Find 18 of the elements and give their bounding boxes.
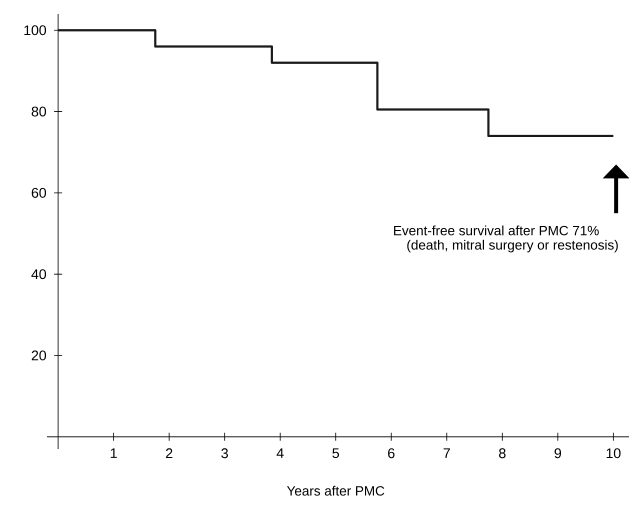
x-tick-label: 7 — [444, 448, 450, 458]
x-axis-title: Years after PMC — [286, 486, 384, 496]
x-tick-label: 6 — [388, 448, 395, 458]
x-tick-label: 2 — [166, 448, 172, 458]
x-tick-label: 10 — [606, 448, 621, 458]
x-tick-label: 4 — [276, 448, 284, 458]
annotation: Event-free survival after PMC 71% — [394, 225, 599, 236]
annotation: (death, mitral surgery or restenosis) — [407, 240, 618, 252]
x-tick-label: 5 — [332, 448, 340, 458]
y-tick-label: 20 — [32, 350, 46, 360]
x-tick-label: 1 — [110, 448, 117, 458]
x-tick-label: 9 — [554, 448, 562, 458]
x-tick-label: 8 — [499, 448, 506, 458]
y-tick-label: 80 — [32, 106, 46, 117]
y-tick-label: 100 — [24, 25, 46, 36]
x-tick-label: 3 — [221, 448, 228, 458]
y-tick-label: 40 — [31, 269, 46, 280]
y-tick-label: 60 — [32, 188, 46, 198]
